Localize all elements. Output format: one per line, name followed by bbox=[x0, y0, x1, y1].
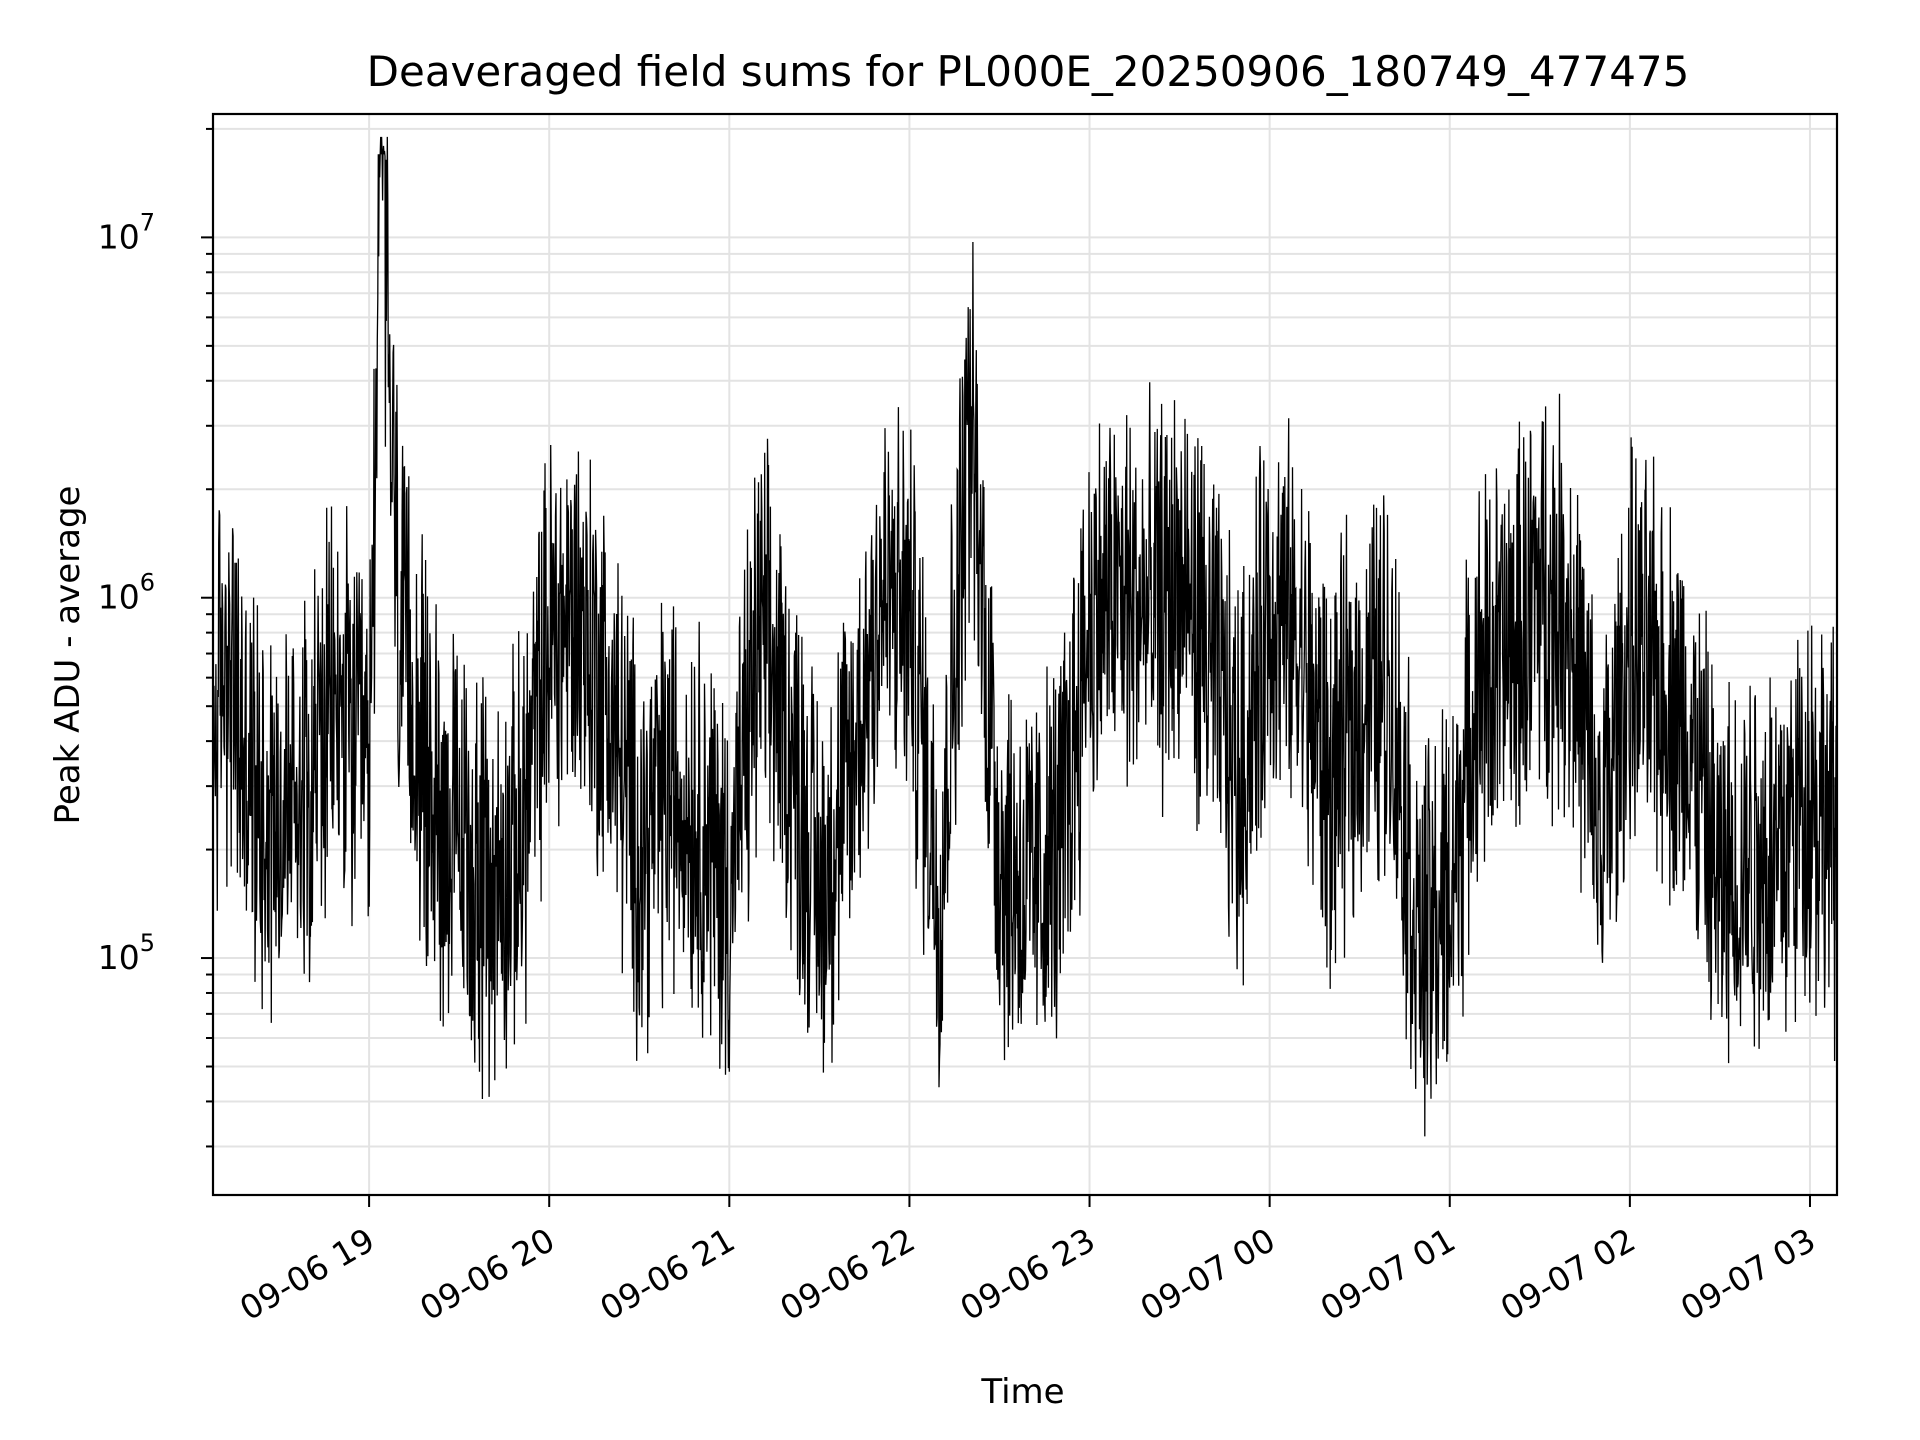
x-axis-label: Time bbox=[980, 1372, 1064, 1412]
plot-frame bbox=[211, 112, 1839, 1197]
y-axis-label: Peak ADU - average bbox=[48, 486, 88, 825]
chart-title: Deaveraged field sums for PL000E_2025090… bbox=[367, 47, 1690, 96]
series-line bbox=[212, 136, 1838, 1137]
